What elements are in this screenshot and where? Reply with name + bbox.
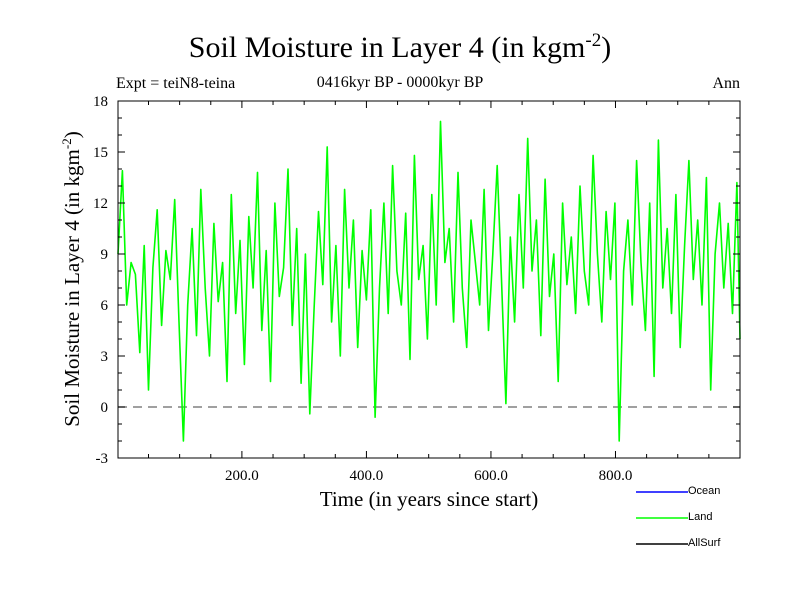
y-tick-label: 15	[93, 145, 108, 161]
chart-subtitle: 0416kyr BP - 0000kyr BP	[316, 74, 484, 91]
x-axis-title: Time (in years since start)	[319, 487, 539, 511]
chart-title-superscript: -2	[585, 30, 602, 51]
y-tick-label: 12	[93, 196, 108, 212]
chart-title: Soil Moisture in Layer 4 (in kgm-2)	[0, 30, 800, 65]
experiment-label: Expt = teiN8-teina	[116, 75, 236, 92]
y-tick-label: 0	[101, 400, 109, 416]
x-tick-label: 200.0	[225, 468, 259, 484]
season-label: Ann	[712, 75, 740, 92]
y-tick-label: 3	[101, 349, 109, 365]
legend-label-land: Land	[688, 511, 713, 523]
y-tick-label: 18	[93, 94, 108, 110]
series-line-land	[117, 120, 741, 442]
legend-label-allsurf: AllSurf	[688, 537, 721, 549]
y-tick-label: -3	[96, 451, 109, 467]
chart-title-close: )	[601, 31, 612, 64]
y-tick-label: 6	[101, 298, 109, 314]
chart-title-text: Soil Moisture in Layer 4 (in kgm	[188, 31, 586, 64]
x-tick-label: 600.0	[474, 468, 508, 484]
legend-label-ocean: Ocean	[688, 485, 721, 497]
y-tick-label: 9	[101, 247, 109, 263]
x-tick-label: 400.0	[350, 468, 384, 484]
x-tick-label: 800.0	[599, 468, 633, 484]
